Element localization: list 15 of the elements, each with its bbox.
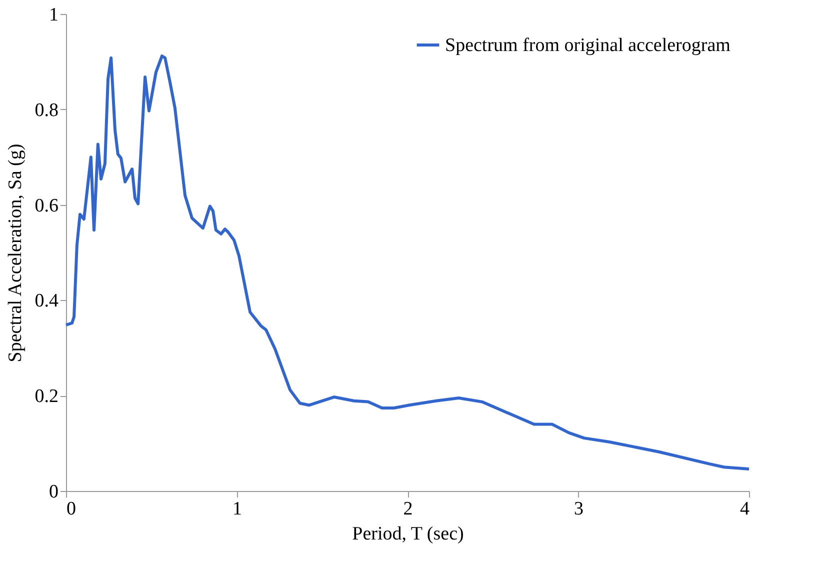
- x-axis-title: Period, T (sec): [352, 524, 464, 544]
- y-tick-label: 0.4: [34, 290, 59, 312]
- y-tick-label: 0.8: [34, 100, 58, 121]
- x-tick-label: 2: [403, 498, 413, 520]
- line-series: [64, 54, 750, 471]
- y-tick-label: 0: [49, 482, 58, 502]
- y-tick-label: 0.6: [34, 195, 58, 216]
- x-tick-label: 1: [232, 498, 242, 520]
- x-tick-label: 0: [66, 498, 76, 520]
- y-tick-label: 0.2: [34, 386, 58, 408]
- x-tick-label: 3: [574, 498, 584, 520]
- y-tick-label: 1: [49, 4, 58, 26]
- legend-label: Spectrum from original accelerogram: [445, 35, 731, 56]
- x-tick-label: 4: [740, 498, 750, 520]
- y-axis-title: Spectral Acceleration, Sa (g): [4, 144, 26, 362]
